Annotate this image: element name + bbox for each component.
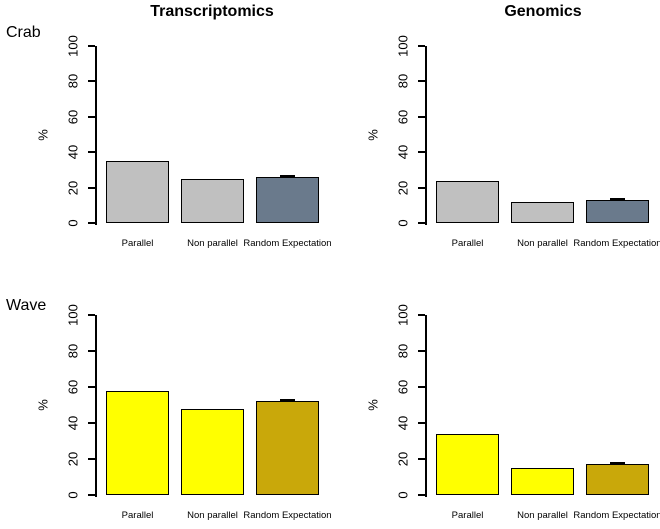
column-title-transcriptomics: Transcriptomics bbox=[150, 3, 274, 20]
y-tick-label: 80 bbox=[395, 343, 411, 359]
x-category-label-random-expectation: Random Expectation bbox=[243, 238, 332, 249]
error-cap bbox=[280, 174, 295, 178]
y-tick bbox=[418, 45, 425, 47]
y-tick bbox=[88, 186, 95, 189]
y-tick bbox=[88, 115, 95, 118]
y-tick bbox=[418, 422, 425, 424]
y-tick bbox=[418, 350, 425, 352]
y-tick bbox=[418, 494, 425, 496]
row-label-wave: Wave bbox=[6, 297, 47, 314]
bar-random-expectation bbox=[586, 464, 649, 495]
y-axis-line bbox=[95, 46, 97, 225]
error-cap bbox=[610, 462, 625, 466]
bar-parallel bbox=[106, 390, 169, 495]
y-tick bbox=[88, 80, 95, 83]
y-tick bbox=[418, 151, 425, 154]
error-cap bbox=[280, 399, 295, 403]
y-tick bbox=[88, 222, 95, 224]
y-tick-label: 0 bbox=[395, 491, 411, 499]
bar-non-parallel bbox=[181, 178, 244, 223]
y-tick bbox=[418, 222, 425, 224]
y-axis-line bbox=[425, 46, 427, 225]
column-title-genomics: Genomics bbox=[504, 3, 582, 20]
y-tick bbox=[88, 151, 95, 154]
y-tick bbox=[88, 422, 95, 424]
y-tick bbox=[418, 458, 425, 460]
bar-parallel bbox=[106, 161, 169, 223]
x-category-label-parallel: Parallel bbox=[451, 238, 484, 249]
y-tick bbox=[88, 45, 95, 47]
y-tick bbox=[418, 80, 425, 83]
bar-non-parallel bbox=[511, 468, 574, 495]
x-category-label-random-expectation: Random Expectation bbox=[573, 238, 660, 249]
x-category-label-non-parallel: Non parallel bbox=[187, 238, 238, 249]
x-category-label-parallel: Parallel bbox=[121, 510, 154, 521]
y-tick bbox=[88, 494, 95, 496]
x-category-label-non-parallel: Non parallel bbox=[517, 510, 568, 521]
x-category-label-random-expectation: Random Expectation bbox=[243, 510, 332, 521]
bar-parallel bbox=[436, 433, 499, 495]
y-tick bbox=[418, 314, 425, 316]
bar-parallel bbox=[436, 180, 499, 223]
y-tick-label: 20 bbox=[395, 451, 411, 467]
error-cap bbox=[610, 197, 625, 201]
y-tick bbox=[418, 115, 425, 118]
y-axis-title: % bbox=[365, 399, 381, 411]
x-category-label-non-parallel: Non parallel bbox=[517, 238, 568, 249]
row-label-crab: Crab bbox=[6, 24, 41, 41]
y-tick bbox=[88, 386, 95, 388]
y-tick-label: 60 bbox=[395, 379, 411, 395]
y-tick bbox=[88, 458, 95, 460]
bar-non-parallel bbox=[511, 201, 574, 223]
x-category-label-parallel: Parallel bbox=[121, 238, 154, 249]
y-tick bbox=[418, 186, 425, 189]
y-axis-line bbox=[425, 315, 427, 497]
y-axis-line bbox=[95, 315, 97, 497]
x-category-label-parallel: Parallel bbox=[451, 510, 484, 521]
y-tick bbox=[88, 350, 95, 352]
bar-non-parallel bbox=[181, 408, 244, 495]
x-category-label-random-expectation: Random Expectation bbox=[573, 510, 660, 521]
y-tick bbox=[418, 386, 425, 388]
y-tick-label: 100 bbox=[395, 304, 411, 326]
x-category-label-non-parallel: Non parallel bbox=[187, 510, 238, 521]
y-tick bbox=[88, 314, 95, 316]
y-tick-label: 40 bbox=[395, 415, 411, 431]
